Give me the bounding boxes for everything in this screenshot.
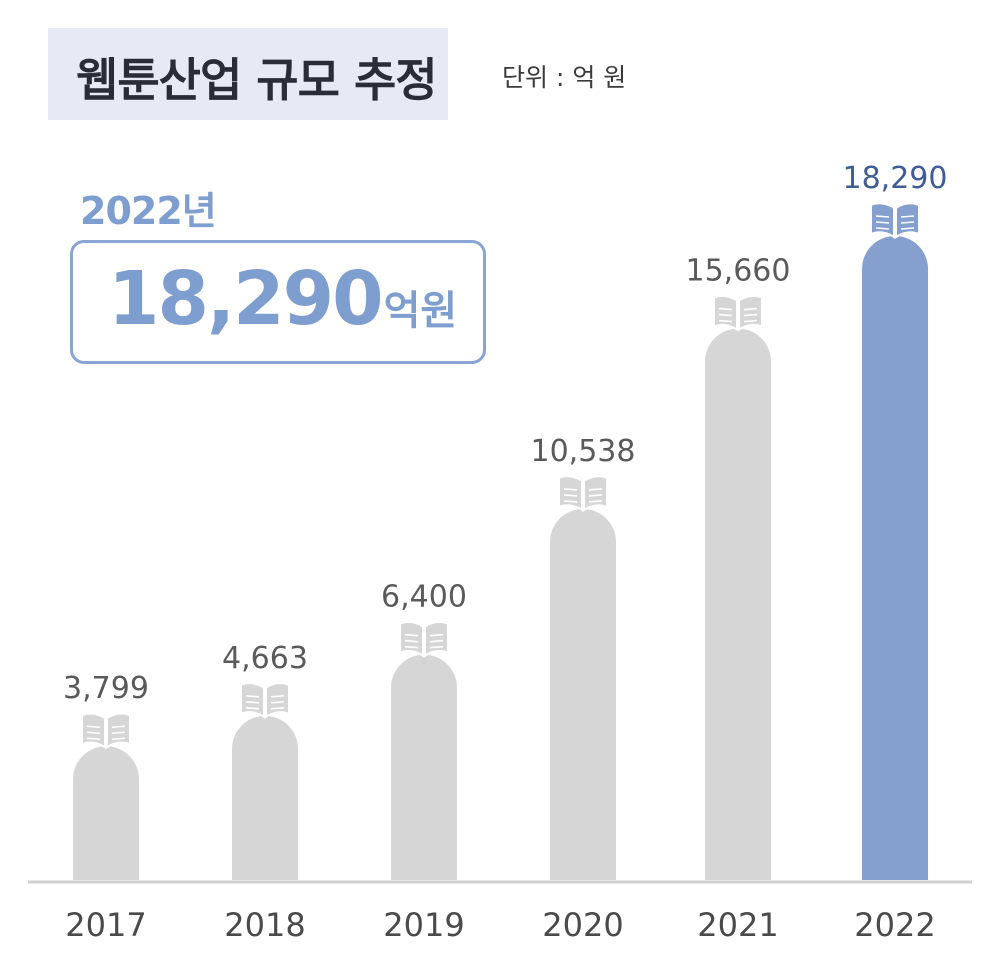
open-book-icon (240, 682, 290, 719)
bar-2020 (550, 508, 616, 880)
value-label: 6,400 (381, 580, 467, 615)
open-book-icon (870, 202, 920, 239)
chart-title: 웹툰산업 규모 추정 (76, 53, 438, 107)
value-label: 4,663 (222, 641, 308, 676)
x-tick-label: 2022 (854, 906, 935, 944)
bar-2017 (73, 746, 139, 880)
x-tick-label: 2019 (383, 906, 464, 944)
highlight-value-number: 18,290 (108, 256, 384, 342)
value-label: 18,290 (843, 161, 948, 196)
x-tick-label: 2018 (224, 906, 305, 944)
highlight-box (70, 240, 486, 364)
highlight-year-label: 2022년 (80, 189, 217, 233)
value-label: 3,799 (63, 671, 149, 706)
value-label: 10,538 (531, 434, 636, 469)
highlight-value: 18,290억원 (108, 256, 457, 342)
bar-2022 (862, 236, 928, 880)
open-book-icon (558, 475, 608, 512)
open-book-icon (399, 620, 449, 658)
highlight-value-unit: 억원 (383, 288, 458, 334)
x-tick-label: 2021 (697, 906, 778, 944)
x-tick-label: 2017 (65, 906, 146, 944)
value-label: 15,660 (686, 254, 791, 289)
bar-2021 (705, 328, 771, 880)
x-tick-label: 2020 (542, 906, 623, 944)
bar-2018 (232, 715, 298, 880)
open-book-icon (713, 294, 763, 332)
unit-label: 단위 : 억 원 (502, 63, 627, 92)
title-background (48, 28, 448, 120)
open-book-icon (81, 712, 131, 750)
bar-2019 (391, 654, 457, 880)
